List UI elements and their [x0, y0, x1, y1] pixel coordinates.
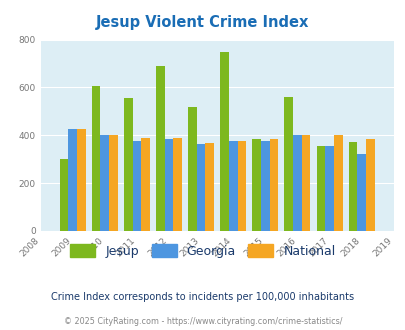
Bar — [173, 138, 181, 231]
Bar — [228, 141, 237, 231]
Bar — [292, 135, 301, 231]
Bar — [77, 129, 85, 231]
Bar — [92, 86, 100, 231]
Bar — [188, 107, 196, 231]
Bar — [348, 143, 356, 231]
Bar — [124, 98, 132, 231]
Bar — [141, 138, 149, 231]
Text: Crime Index corresponds to incidents per 100,000 inhabitants: Crime Index corresponds to incidents per… — [51, 292, 354, 302]
Bar — [132, 141, 141, 231]
Bar — [100, 135, 109, 231]
Bar — [196, 145, 205, 231]
Bar — [164, 139, 173, 231]
Bar — [109, 135, 117, 231]
Bar — [237, 141, 246, 231]
Bar — [333, 135, 342, 231]
Bar — [156, 66, 164, 231]
Text: © 2025 CityRating.com - https://www.cityrating.com/crime-statistics/: © 2025 CityRating.com - https://www.city… — [64, 317, 341, 326]
Bar — [260, 141, 269, 231]
Bar — [220, 52, 228, 231]
Bar — [365, 139, 374, 231]
Bar — [269, 139, 278, 231]
Bar — [252, 139, 260, 231]
Bar — [316, 146, 324, 231]
Bar — [284, 97, 292, 231]
Bar — [205, 143, 213, 231]
Bar — [356, 154, 365, 231]
Bar — [301, 135, 310, 231]
Bar — [324, 146, 333, 231]
Bar — [68, 129, 77, 231]
Bar — [60, 159, 68, 231]
Text: Jesup Violent Crime Index: Jesup Violent Crime Index — [96, 15, 309, 30]
Legend: Jesup, Georgia, National: Jesup, Georgia, National — [65, 239, 340, 263]
